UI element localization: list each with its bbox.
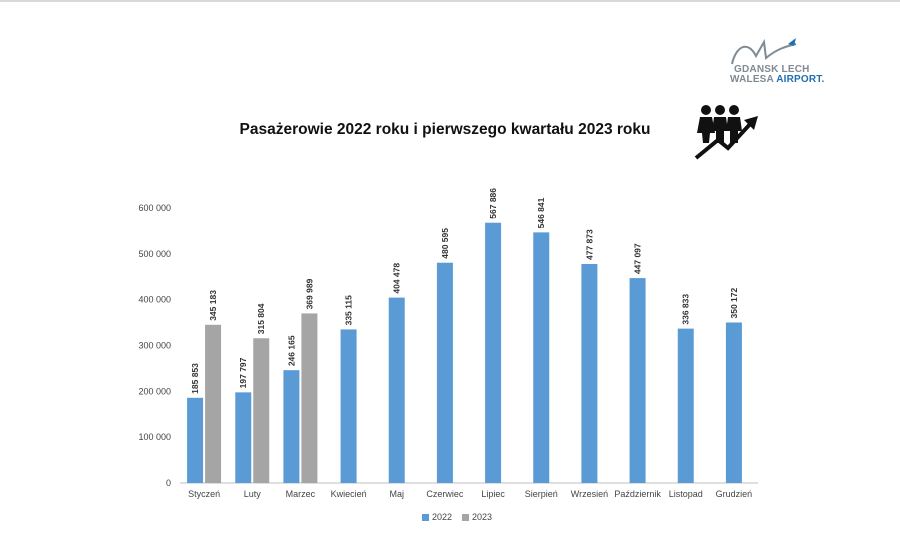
x-tick-label: Czerwiec	[426, 489, 464, 499]
logo-swoosh-icon	[731, 38, 797, 65]
x-tick-label: Marzec	[286, 489, 316, 499]
logo-airport: AIRPORT.	[776, 74, 825, 85]
top-border	[0, 0, 900, 2]
y-tick-label: 500 000	[138, 249, 171, 259]
x-tick-label: Maj	[389, 489, 404, 499]
y-tick-label: 300 000	[138, 341, 171, 351]
bar-2022	[533, 232, 550, 483]
y-tick-label: 100 000	[138, 432, 171, 442]
bar-2022	[388, 297, 405, 483]
bar-2023	[253, 338, 270, 483]
data-label-2022: 546 841	[536, 197, 546, 228]
y-tick-label: 0	[166, 478, 171, 488]
logo-line-1: GDANSK LECH	[734, 64, 810, 75]
data-label-2022: 185 853	[190, 363, 200, 394]
bar-2022	[581, 263, 598, 483]
x-tick-label: Październik	[614, 489, 661, 499]
bar-2022	[436, 262, 453, 483]
legend-item-2022: 2022	[422, 512, 452, 522]
data-label-2023: 345 183	[208, 290, 218, 321]
bar-2023	[301, 313, 318, 483]
data-label-2022: 335 115	[344, 295, 354, 326]
passengers-growth-icon	[694, 105, 758, 160]
y-tick-label: 200 000	[138, 386, 171, 396]
bar-2023	[205, 324, 222, 483]
data-label-2022: 480 595	[440, 228, 450, 259]
bar-2022	[340, 329, 357, 483]
bar-2022	[725, 322, 742, 483]
airport-logo: GDANSK LECH WALESA AIRPORT.	[726, 36, 846, 86]
data-label-2023: 315 804	[256, 303, 266, 334]
x-tick-label: Sierpień	[525, 489, 558, 499]
x-tick-label: Luty	[244, 489, 262, 499]
data-label-2022: 567 886	[488, 188, 498, 219]
data-label-2022: 477 873	[584, 229, 594, 260]
data-label-2022: 404 478	[392, 263, 402, 294]
logo-line-2: WALESA AIRPORT.	[730, 74, 825, 85]
bar-2022	[485, 222, 502, 483]
data-label-2023: 369 989	[304, 278, 314, 309]
legend-swatch-2023	[462, 513, 470, 521]
x-tick-label: Listopad	[669, 489, 703, 499]
data-label-2022: 350 172	[729, 288, 739, 319]
x-tick-label: Styczeń	[188, 489, 220, 499]
y-tick-label: 400 000	[138, 295, 171, 305]
data-label-2022: 197 797	[238, 357, 248, 388]
y-tick-label: 600 000	[138, 203, 171, 213]
data-label-2022: 336 833	[681, 294, 691, 325]
legend: 2022 2023	[422, 512, 492, 522]
x-tick-label: Kwiecień	[331, 489, 367, 499]
bar-2022	[629, 278, 646, 483]
bar-2022	[677, 328, 694, 483]
bar-2022	[283, 370, 300, 483]
legend-label-2022: 2022	[432, 512, 453, 522]
chart-title: Pasażerowie 2022 roku i pierwszego kwart…	[239, 121, 651, 138]
bar-2022	[235, 392, 252, 483]
legend-swatch-2022	[422, 513, 429, 521]
x-tick-label: Wrzesień	[571, 489, 608, 499]
x-tick-label: Grudzień	[716, 489, 753, 499]
legend-item-2023: 2023	[462, 512, 492, 522]
legend-label-2023: 2023	[472, 512, 493, 522]
bar-2022	[187, 397, 204, 483]
logo-walesa: WALESA	[730, 74, 777, 85]
data-label-2022: 447 097	[633, 243, 643, 274]
data-label-2022: 246 165	[286, 335, 296, 366]
x-tick-label: Lipiec	[481, 489, 505, 499]
